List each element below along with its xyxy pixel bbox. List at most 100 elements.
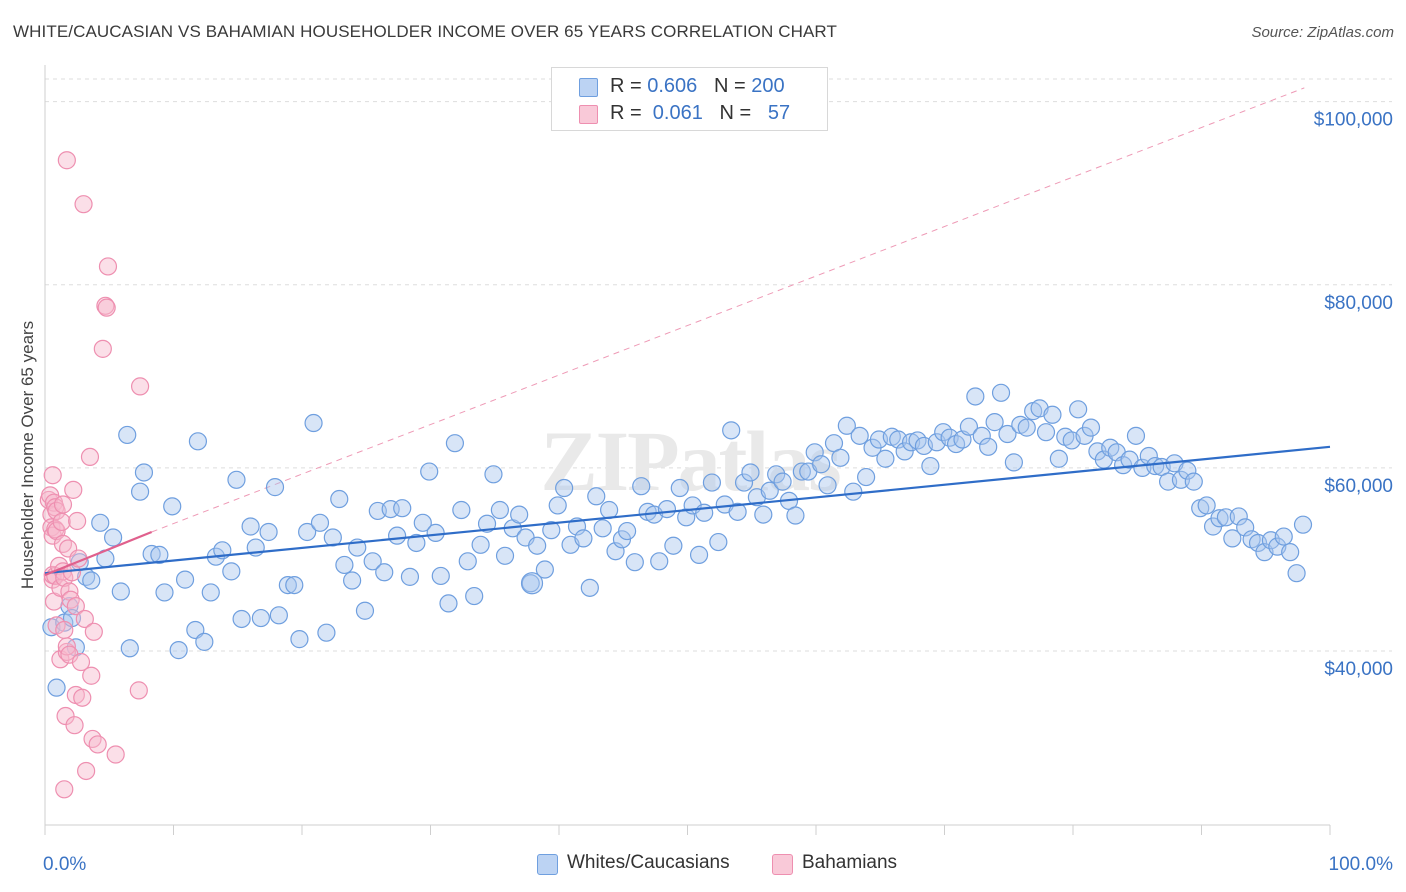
point-whites (298, 522, 317, 542)
point-whites (375, 563, 394, 582)
point-whites (310, 513, 330, 532)
point-whites (1004, 453, 1023, 472)
point-bahamians (65, 716, 84, 735)
point-whites (458, 552, 477, 571)
point-whites (632, 477, 651, 496)
point-whites (269, 606, 288, 625)
point-whites (1223, 529, 1242, 548)
point-whites (431, 566, 450, 586)
legend-swatch-whites (579, 78, 598, 97)
point-whites (285, 575, 304, 595)
point-whites (548, 496, 567, 515)
point-whites (722, 421, 741, 440)
point-whites (465, 586, 484, 606)
point-bahamians (75, 609, 94, 629)
point-whites (232, 609, 251, 629)
legend-label-whites: Whites/Caucasians (567, 852, 730, 873)
point-whites (618, 521, 637, 541)
point-whites (130, 482, 150, 501)
point-bahamians (77, 761, 96, 781)
point-whites (728, 502, 747, 521)
point-whites (650, 552, 669, 571)
point-whites (445, 434, 465, 453)
point-whites (201, 583, 220, 602)
point-whites (1120, 450, 1139, 469)
point-whites (1216, 508, 1236, 527)
point-whites (991, 383, 1011, 402)
point-whites (407, 533, 426, 553)
point-whites (741, 463, 760, 482)
point-whites (773, 472, 792, 491)
point-whites (330, 489, 349, 509)
point-whites (278, 575, 297, 595)
point-bahamians (52, 512, 71, 532)
point-whites (393, 499, 412, 518)
point-whites (1049, 449, 1068, 468)
point-bahamians (106, 745, 125, 764)
point-whites (754, 505, 773, 524)
point-whites (625, 553, 644, 572)
point-whites (91, 513, 110, 532)
point-whites (966, 387, 985, 406)
point-whites (163, 497, 182, 516)
point-whites (222, 562, 241, 581)
point-whites (290, 630, 309, 649)
point-whites (150, 545, 169, 564)
point-bahamians (129, 681, 148, 700)
grid-lines (45, 78, 1392, 652)
point-bahamians (93, 339, 112, 358)
y-tick-label: $40,000 (1324, 659, 1393, 680)
point-whites (767, 465, 786, 484)
point-whites (959, 417, 979, 436)
point-whites (120, 639, 139, 658)
point-whites (702, 473, 722, 492)
point-whites (837, 416, 856, 435)
point-whites (259, 522, 278, 542)
point-whites (355, 601, 375, 620)
point-whites (1229, 507, 1248, 526)
legend-swatch-bahamians (772, 854, 793, 875)
point-whites (471, 535, 490, 554)
point-whites (818, 476, 837, 495)
point-whites (343, 571, 362, 590)
point-whites (580, 578, 599, 597)
point-whites (657, 499, 677, 519)
point-whites (104, 528, 123, 547)
legend-n-value-bahamians: 57 (756, 102, 791, 124)
point-whites (335, 555, 354, 575)
trend-line-whites (44, 445, 1331, 575)
point-bahamians (57, 151, 76, 170)
point-whites (998, 424, 1017, 444)
point-whites (1210, 509, 1229, 528)
reference-line (151, 87, 1305, 533)
point-bahamians (66, 597, 85, 616)
point-whites (134, 463, 154, 482)
axis-labels: $40,000 $60,000 $80,000 $100,000 0.0% 100.0% H… (18, 110, 1393, 875)
point-whites (760, 481, 779, 500)
point-whites (850, 426, 869, 445)
point-whites (555, 478, 574, 498)
point-bahamians (73, 688, 92, 707)
legend-r-label: R = (610, 75, 648, 97)
point-whites (1197, 496, 1216, 515)
point-whites (972, 426, 991, 445)
y-tick-label: $80,000 (1324, 293, 1393, 314)
point-whites (895, 442, 914, 461)
point-whites (317, 623, 336, 642)
point-bahamians (82, 666, 101, 685)
point-whites (118, 425, 137, 445)
data-points (39, 151, 1313, 799)
x-tick-label: 0.0% (43, 854, 86, 875)
point-bahamians (71, 652, 91, 672)
point-whites (363, 552, 382, 571)
y-tick-label: $100,000 (1314, 110, 1393, 131)
point-whites (111, 582, 130, 601)
point-whites (387, 526, 407, 545)
x-tick-label: 100.0% (1329, 854, 1394, 875)
point-whites (1081, 418, 1101, 437)
point-whites (510, 505, 529, 524)
point-whites (227, 470, 246, 489)
point-whites (535, 560, 554, 579)
point-whites (1293, 515, 1313, 534)
